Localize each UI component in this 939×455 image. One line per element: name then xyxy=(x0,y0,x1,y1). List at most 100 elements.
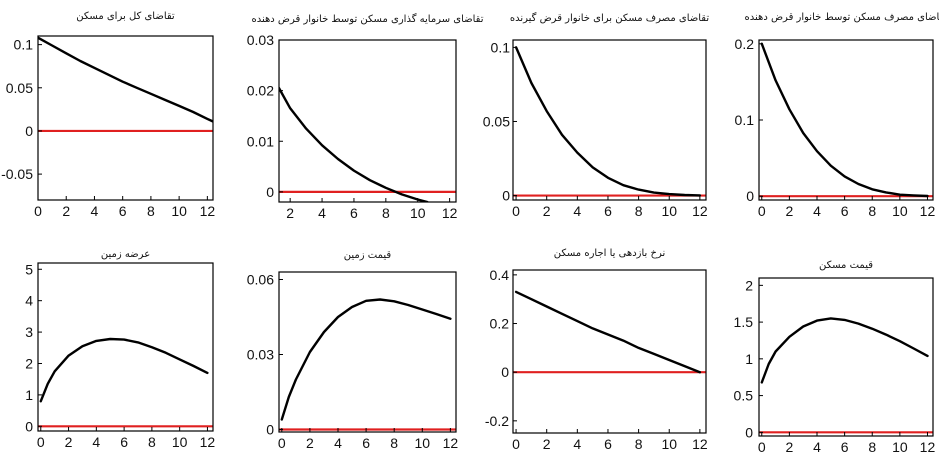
x-tick-label: 2 xyxy=(785,439,793,455)
y-tick-label: 0.1 xyxy=(491,39,511,55)
panel-title: تقاضای سرمایه گذاری مسکن توسط خانوار قرض… xyxy=(251,13,483,25)
y-tick-label: 0.1 xyxy=(735,112,755,128)
x-tick-label: 12 xyxy=(200,434,216,450)
y-tick-label: 2 xyxy=(745,277,753,293)
y-tick-label: 0 xyxy=(501,364,509,380)
series-line-1 xyxy=(760,42,929,198)
x-tick-label: 10 xyxy=(892,439,908,455)
x-tick-label: 8 xyxy=(147,203,155,219)
series-line-1 xyxy=(760,317,929,384)
x-tick-label: 8 xyxy=(390,435,398,451)
y-tick-label: 0 xyxy=(746,188,754,204)
x-tick-label: 8 xyxy=(148,434,156,450)
plot-frame xyxy=(37,262,214,432)
x-tick-label: 4 xyxy=(92,434,100,450)
chart-panel-1: تقاضای کل برای مسکن 0 2 4 6 8 10 12 0.1 0.05 0 -0.0… xyxy=(1,11,215,219)
x-tick-label: 2 xyxy=(286,205,294,221)
x-tick-label: 6 xyxy=(119,203,127,219)
x-tick-label: 4 xyxy=(318,205,326,221)
x-tick-label: 8 xyxy=(382,205,390,221)
chart-panel-2: تقاضای سرمایه گذاری مسکن توسط خانوار قرض… xyxy=(247,13,484,221)
plot-frame xyxy=(37,35,214,201)
y-tick-label: 3 xyxy=(25,324,33,340)
series-line-1 xyxy=(38,36,213,123)
x-tick-label: 4 xyxy=(334,435,342,451)
x-tick-label: 6 xyxy=(120,434,128,450)
x-tick-label: 6 xyxy=(841,203,849,219)
x-tick-label: 10 xyxy=(172,434,188,450)
y-tick-label: 0.05 xyxy=(6,80,33,96)
y-tick-label: 1.5 xyxy=(734,314,754,330)
x-tick-label: 2 xyxy=(306,435,314,451)
y-tick-label: 0.05 xyxy=(483,113,510,129)
x-tick-label: 6 xyxy=(362,435,370,451)
x-tick-label: 8 xyxy=(635,436,643,452)
x-tick-label: 0 xyxy=(512,203,520,219)
x-tick-label: 2 xyxy=(65,434,73,450)
y-tick-label: 4 xyxy=(25,293,33,309)
plot-frame xyxy=(512,269,707,434)
panel-title: تقاضای مصرف مسکن توسط خانوار قرض دهنده xyxy=(745,12,939,23)
y-tick-label: 0 xyxy=(25,418,33,434)
series-line-1 xyxy=(514,46,702,197)
x-tick-label: 2 xyxy=(62,203,70,219)
x-tick-label: 10 xyxy=(410,205,426,221)
x-tick-label: 0 xyxy=(37,434,45,450)
x-tick-label: 10 xyxy=(661,203,677,219)
y-tick-label: 0.06 xyxy=(247,272,274,288)
x-tick-label: 0 xyxy=(512,436,520,452)
x-tick-label: 0 xyxy=(758,439,766,455)
chart-panel-6: قیمت زمین 0 2 4 6 8 10 12 0.06 0.03 0 xyxy=(247,250,459,451)
y-tick-label: 2 xyxy=(25,355,33,371)
y-tick-label: 1 xyxy=(745,351,753,367)
y-tick-label: 0.1 xyxy=(14,37,34,53)
series-line-1 xyxy=(279,86,429,202)
x-tick-label: 10 xyxy=(892,203,908,219)
panel-title: قیمت زمین xyxy=(344,250,392,261)
x-tick-label: 8 xyxy=(635,203,643,219)
y-tick-label: 0.01 xyxy=(247,133,274,149)
panel-title: تقاضای مصرف مسکن برای خانوار قرض گیرنده xyxy=(510,12,710,24)
x-tick-label: 8 xyxy=(868,203,876,219)
y-tick-label: 0.03 xyxy=(247,32,274,48)
x-tick-label: 6 xyxy=(604,436,612,452)
x-tick-label: 12 xyxy=(692,203,708,219)
x-tick-label: 10 xyxy=(171,203,187,219)
series-line-1 xyxy=(514,290,702,374)
plot-frame xyxy=(758,277,934,437)
chart-panel-8: قیمت مسکن 0 2 4 6 8 10 12 2 1.5 1 0.5 0 xyxy=(734,260,936,455)
x-tick-label: 12 xyxy=(920,439,936,455)
y-tick-label: 0 xyxy=(25,123,33,139)
x-tick-label: 4 xyxy=(573,436,581,452)
x-tick-label: 4 xyxy=(91,203,99,219)
y-tick-label: 0.5 xyxy=(734,388,754,404)
plot-frame xyxy=(278,271,457,433)
y-tick-label: 0.03 xyxy=(247,347,274,363)
plot-frame xyxy=(278,39,457,203)
x-tick-label: 6 xyxy=(604,203,612,219)
series-line-1 xyxy=(280,298,452,421)
y-tick-label: 0.2 xyxy=(490,316,510,332)
y-tick-label: 0 xyxy=(745,424,753,440)
x-tick-label: 2 xyxy=(785,203,793,219)
panel-title: نرخ بازدهی یا اجاره مسکن xyxy=(554,248,666,259)
y-tick-label: 0 xyxy=(502,188,510,204)
chart-panel-7: نرخ بازدهی یا اجاره مسکن 0 2 4 6 8 10 12 0.4 0.2 0… xyxy=(485,248,708,452)
plot-frame xyxy=(512,39,707,201)
x-tick-label: 12 xyxy=(692,436,708,452)
x-tick-label: 12 xyxy=(443,435,459,451)
series-line-1 xyxy=(39,337,209,403)
y-tick-label: -0.05 xyxy=(1,166,33,182)
x-tick-label: 4 xyxy=(813,439,821,455)
y-tick-label: -0.2 xyxy=(485,413,509,429)
x-tick-label: 12 xyxy=(920,203,936,219)
y-tick-label: 5 xyxy=(25,261,33,277)
panel-title: عرضه زمین xyxy=(101,249,150,260)
x-tick-label: 6 xyxy=(841,439,849,455)
y-tick-label: 0.4 xyxy=(490,267,510,283)
x-tick-label: 0 xyxy=(34,203,42,219)
x-tick-label: 10 xyxy=(661,436,677,452)
panel-title: قیمت مسکن xyxy=(819,260,873,271)
